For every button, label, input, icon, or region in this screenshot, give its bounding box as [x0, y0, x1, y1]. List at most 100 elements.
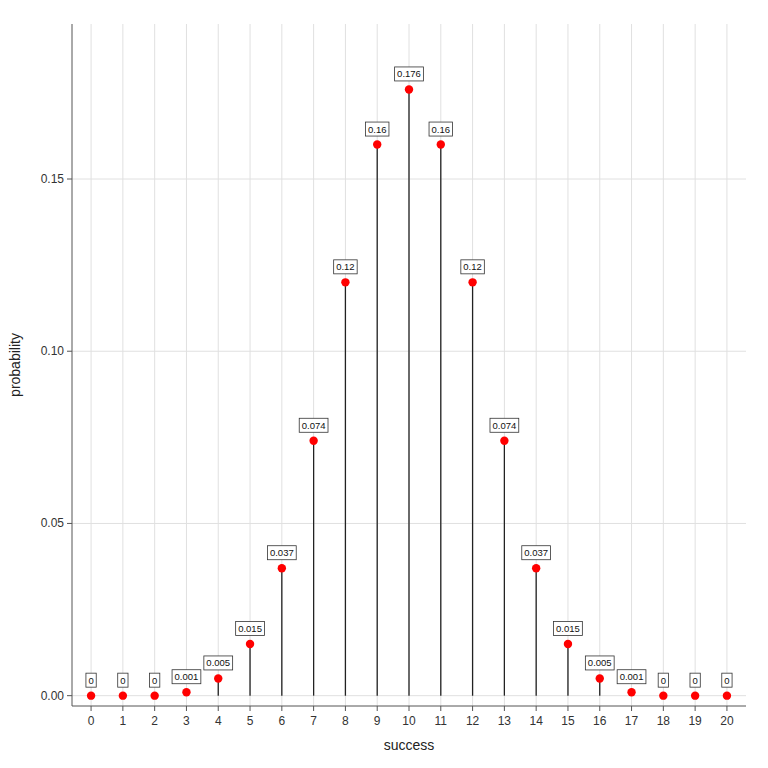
grid-line-x: [472, 24, 473, 706]
data-label-text: 0.005: [206, 657, 230, 668]
marker: [532, 564, 540, 572]
x-tick: [409, 706, 410, 711]
x-tick-label: 6: [278, 714, 285, 728]
x-tick: [726, 706, 727, 711]
data-label-text: 0.074: [492, 420, 516, 431]
x-tick-label: 0: [88, 714, 95, 728]
data-label-box: [334, 260, 358, 274]
marker: [564, 640, 572, 648]
data-label-text: 0: [724, 675, 729, 686]
marker: [596, 674, 604, 682]
x-tick-label: 17: [625, 714, 639, 728]
data-label: 0.16: [429, 122, 453, 136]
x-tick-label: 8: [342, 714, 349, 728]
data-label-box: [150, 673, 160, 687]
marker: [150, 691, 158, 699]
x-tick-label: 11: [435, 714, 448, 728]
stem: [408, 89, 409, 695]
data-label: 0: [118, 673, 128, 687]
data-label-box: [86, 673, 96, 687]
stem: [440, 145, 441, 696]
data-label: 0.001: [617, 670, 646, 684]
data-label: 0.037: [522, 546, 551, 560]
y-axis-line: [72, 24, 73, 706]
data-label: 0.074: [490, 418, 519, 432]
data-label: 0: [658, 673, 668, 687]
data-label-text: 0.037: [270, 547, 294, 558]
data-label-text: 0.12: [463, 261, 482, 272]
x-tick-label: 14: [529, 714, 543, 728]
grid-line-x: [567, 24, 568, 706]
marker: [659, 691, 667, 699]
y-tick-label: 0.10: [41, 344, 65, 358]
data-label: 0.12: [461, 260, 485, 274]
stem: [567, 644, 568, 696]
x-tick: [250, 706, 251, 711]
data-label-text: 0.074: [302, 420, 326, 431]
stem: [313, 441, 314, 696]
data-label-box: [461, 260, 485, 274]
marker: [119, 691, 127, 699]
stem: [249, 644, 250, 696]
data-label-box: [204, 656, 233, 670]
data-label-text: 0.001: [620, 671, 644, 682]
marks: [87, 85, 731, 700]
y-tick: [67, 523, 72, 524]
y-tick: [67, 695, 72, 696]
data-label: 0.005: [585, 656, 614, 670]
data-label-box: [172, 670, 201, 684]
grid-line-x: [122, 24, 123, 706]
marker: [627, 688, 635, 696]
data-label-text: 0.16: [432, 124, 451, 135]
x-tick-label: 7: [310, 714, 317, 728]
x-tick: [313, 706, 314, 711]
grid-line-x: [345, 24, 346, 706]
data-label-text: 0: [661, 675, 666, 686]
marker: [341, 278, 349, 286]
x-tick: [122, 706, 123, 711]
data-label: 0.16: [365, 122, 389, 136]
data-label: 0.015: [236, 622, 265, 636]
marker: [723, 691, 731, 699]
data-label: 0.001: [172, 670, 201, 684]
stem: [504, 441, 505, 696]
x-tick: [440, 706, 441, 711]
data-label-text: 0.015: [238, 623, 262, 634]
x-tick-label: 3: [183, 714, 190, 728]
grid: [72, 24, 746, 706]
data-label-box: [365, 122, 389, 136]
data-label-box: [236, 622, 265, 636]
x-tick: [345, 706, 346, 711]
stem: [345, 282, 346, 695]
data-label: 0: [150, 673, 160, 687]
y-tick: [67, 351, 72, 352]
stem: [536, 568, 537, 695]
data-label-text: 0.037: [524, 547, 548, 558]
data-label-box: [690, 673, 700, 687]
data-label: 0.074: [299, 418, 328, 432]
grid-line-x: [281, 24, 282, 706]
x-tick: [91, 706, 92, 711]
grid-line-x: [663, 24, 664, 706]
y-tick-label: 0.15: [41, 172, 65, 186]
data-label-text: 0.176: [397, 68, 421, 79]
stem: [377, 145, 378, 696]
data-label: 0.12: [334, 260, 358, 274]
x-tick: [599, 706, 600, 711]
x-tick-label: 2: [151, 714, 158, 728]
y-tick-label: 0.05: [41, 516, 65, 530]
axes: 012345678910111213141516171819200.000.05…: [41, 24, 746, 728]
x-axis-line: [72, 706, 746, 707]
x-tick: [695, 706, 696, 711]
x-tick: [536, 706, 537, 711]
grid-line-x: [186, 24, 187, 706]
grid-line-x: [313, 24, 314, 706]
data-label-text: 0.16: [368, 124, 387, 135]
data-label-text: 0: [88, 675, 93, 686]
data-label-box: [554, 622, 583, 636]
marker: [405, 85, 413, 93]
data-label-text: 0: [692, 675, 697, 686]
marker: [87, 691, 95, 699]
data-labels: 0 0 0 0.001 0.005 0.015 0.037 0.074 0.12 0.16 0.17…: [86, 67, 732, 687]
y-tick: [67, 179, 72, 180]
